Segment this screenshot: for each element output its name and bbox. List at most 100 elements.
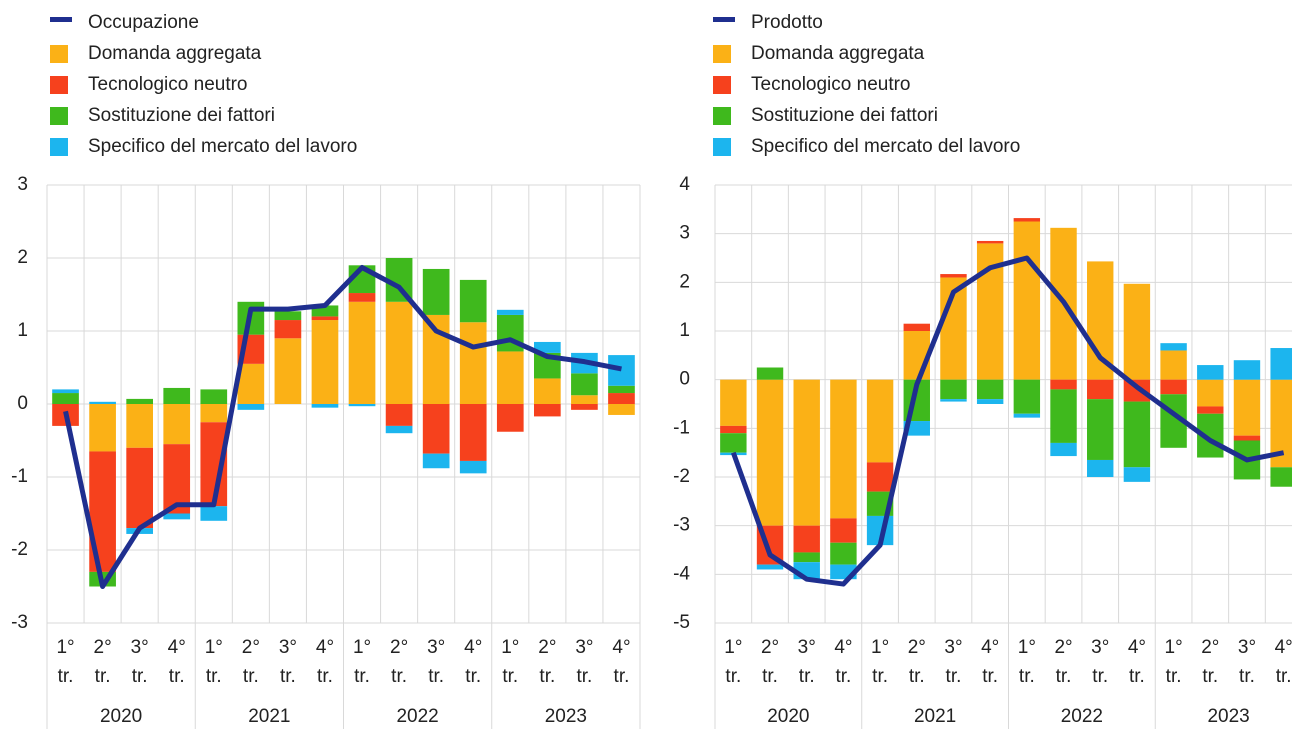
bar-segment <box>571 404 598 410</box>
y-tick-label: 3 <box>17 174 28 195</box>
bar-segment <box>534 341 561 353</box>
legend-label: Domanda aggregata <box>88 43 262 64</box>
bar-segment <box>274 311 302 321</box>
legend-swatch <box>713 107 731 125</box>
x-tick-label: tr. <box>465 666 481 687</box>
bar-segment <box>720 433 747 453</box>
bar-segment <box>459 404 487 461</box>
bar-segment <box>793 379 820 526</box>
x-tick-label: 2° <box>1054 637 1072 658</box>
x-tick-label: 4° <box>1275 637 1292 658</box>
bar-segment <box>1050 389 1077 443</box>
x-tick-label: tr. <box>58 666 74 687</box>
bar-segment <box>200 389 228 404</box>
x-tick-label: tr. <box>799 666 815 687</box>
bar-segment <box>496 309 524 315</box>
x-tick-label: tr. <box>614 666 630 687</box>
bar-segment <box>422 404 450 454</box>
x-tick-label: tr. <box>1129 666 1145 687</box>
year-label: 2022 <box>396 706 438 727</box>
bar-segment <box>1233 360 1261 380</box>
y-tick-label: 4 <box>679 174 690 195</box>
x-tick-label: 2° <box>390 637 408 658</box>
bar-segment <box>311 316 339 321</box>
x-tick-label: tr. <box>132 666 148 687</box>
bar-segment <box>163 513 191 520</box>
bar-segment <box>940 274 967 278</box>
bar-segment <box>1197 365 1224 380</box>
legend-label: Specifico del mercato del lavoro <box>751 136 1020 157</box>
y-tick-label: 1 <box>17 320 28 341</box>
x-tick-label: 2° <box>1201 637 1219 658</box>
bar-segment <box>940 399 967 402</box>
bar-segment <box>52 393 79 404</box>
x-tick-label: 1° <box>501 637 519 658</box>
bar-segment <box>608 404 635 415</box>
x-tick-label: tr. <box>354 666 370 687</box>
legend-label: Specifico del mercato del lavoro <box>88 136 357 157</box>
legend-swatch <box>713 76 731 94</box>
legend-swatch <box>713 138 731 156</box>
year-label: 2021 <box>248 706 290 727</box>
bar-segment <box>459 279 487 323</box>
x-tick-label: tr. <box>725 666 741 687</box>
bar-segment <box>903 331 930 380</box>
bar-segment <box>52 389 79 394</box>
bar-segment <box>422 453 450 469</box>
bar-segment <box>200 404 228 423</box>
x-tick-label: 3° <box>427 637 445 658</box>
bar-segment <box>348 301 376 404</box>
x-tick-label: 3° <box>944 637 962 658</box>
bar-segment <box>1087 379 1114 400</box>
x-tick-label: 1° <box>56 637 74 658</box>
bar-segment <box>830 542 857 565</box>
x-tick-label: tr. <box>206 666 222 687</box>
bar-segment <box>163 387 191 404</box>
legend-label: Domanda aggregata <box>751 43 925 64</box>
bar-segment <box>903 323 930 331</box>
bar-segment <box>534 404 561 417</box>
bar-segment <box>459 322 487 404</box>
x-tick-label: tr. <box>1092 666 1108 687</box>
x-tick-label: tr. <box>169 666 185 687</box>
x-tick-label: tr. <box>1276 666 1292 687</box>
y-tick-label: 2 <box>679 271 690 292</box>
bar-segment <box>1123 401 1151 468</box>
x-tick-label: 4° <box>834 637 852 658</box>
bar-segment <box>496 351 524 404</box>
x-tick-label: tr. <box>243 666 259 687</box>
bar-segment <box>1270 379 1292 468</box>
x-tick-label: tr. <box>391 666 407 687</box>
bar-segment <box>311 320 339 404</box>
bar-segment <box>200 506 228 521</box>
bar-segment <box>89 404 116 452</box>
x-tick-label: 4° <box>1128 637 1146 658</box>
bar-segment <box>348 404 376 407</box>
x-tick-label: 1° <box>1165 637 1183 658</box>
x-tick-label: tr. <box>1166 666 1182 687</box>
bar-segment <box>385 404 413 426</box>
bar-segment <box>720 379 747 426</box>
bar-segment <box>89 401 116 404</box>
bar-segment <box>1087 261 1114 380</box>
bar-segment <box>866 462 894 492</box>
bar-segment <box>459 460 487 474</box>
bar-segment <box>534 378 561 404</box>
x-tick-label: 2° <box>908 637 926 658</box>
y-tick-label: -3 <box>673 515 690 536</box>
bar-segment <box>126 404 153 448</box>
legend-label: Sostituzione dei fattori <box>751 105 938 126</box>
x-tick-label: 1° <box>205 637 223 658</box>
year-label: 2022 <box>1061 706 1103 727</box>
x-tick-label: tr. <box>1056 666 1072 687</box>
bar-segment <box>1050 379 1077 390</box>
bar-segment <box>976 240 1004 244</box>
bar-segment <box>976 399 1004 404</box>
bar-segment <box>571 373 598 396</box>
bar-segment <box>793 552 820 563</box>
bar-segment <box>126 398 153 404</box>
legend-label: Sostituzione dei fattori <box>88 105 275 126</box>
y-tick-label: -3 <box>11 612 28 633</box>
bar-segment <box>163 444 191 514</box>
legend-swatch <box>50 45 68 63</box>
